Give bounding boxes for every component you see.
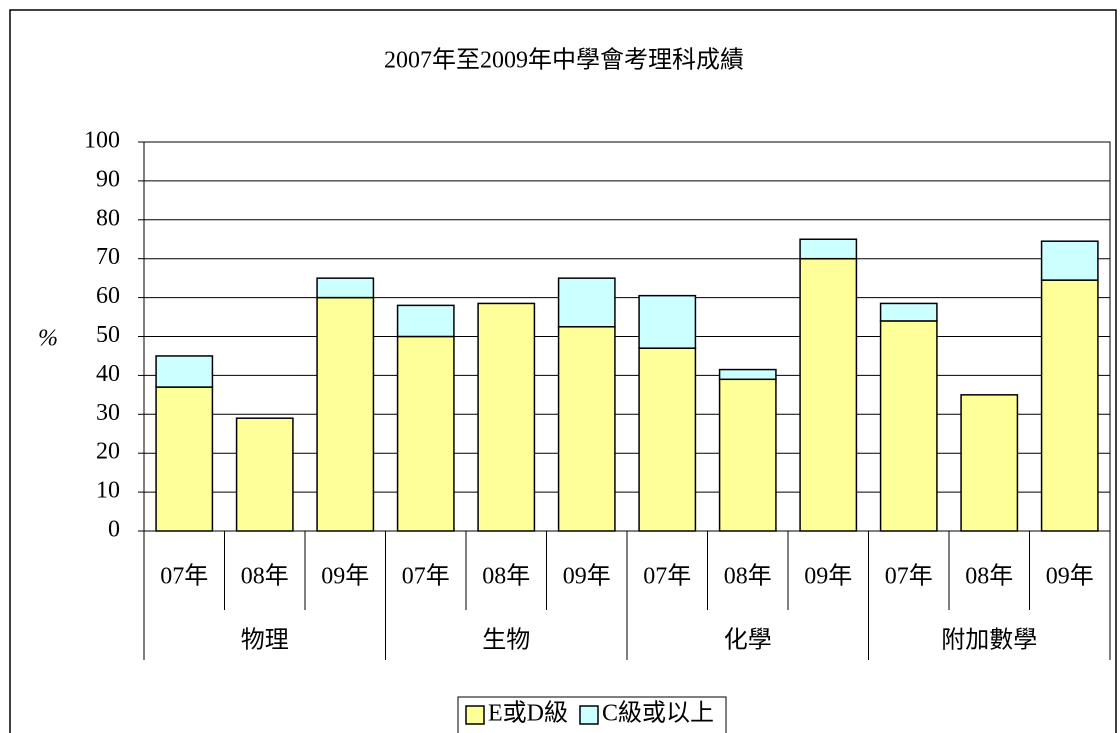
y-tick-label: 10 xyxy=(96,478,120,504)
bar-segment xyxy=(879,302,938,322)
y-tick-label: 90 xyxy=(96,166,120,192)
x-tick-label: 09年 xyxy=(321,563,369,590)
bar-segment xyxy=(155,355,214,388)
bar-segment xyxy=(557,277,616,328)
x-tick-label: 09年 xyxy=(804,563,852,590)
bar-segment xyxy=(155,386,214,532)
bar-segment xyxy=(718,378,777,532)
y-tick-label: 80 xyxy=(96,205,120,231)
y-tick-label: 50 xyxy=(96,322,120,348)
bar-segment xyxy=(316,296,375,532)
x-tick-label: 09年 xyxy=(563,563,611,590)
bar-segment xyxy=(316,277,375,299)
bar-segment xyxy=(799,238,858,260)
x-tick-label: 07年 xyxy=(402,563,450,590)
bar-segment xyxy=(638,294,697,349)
bar-segment xyxy=(396,335,455,532)
x-tick-label: 08年 xyxy=(724,563,772,590)
group-label: 附加數學 xyxy=(941,627,1037,654)
group-label: 化學 xyxy=(724,627,772,654)
y-tick-label: 70 xyxy=(96,244,120,270)
bar-segment xyxy=(477,302,536,532)
x-tick-label: 09年 xyxy=(1046,563,1094,590)
x-tick-label: 08年 xyxy=(482,563,530,590)
bar-segment xyxy=(879,320,938,532)
y-tick-label: 60 xyxy=(96,283,120,309)
bar-segment xyxy=(1040,240,1099,281)
bar-segment xyxy=(718,368,777,381)
x-tick-label: 07年 xyxy=(643,563,691,590)
bar-segment xyxy=(1040,279,1099,532)
x-tick-label: 07年 xyxy=(160,563,208,590)
x-tick-label: 08年 xyxy=(241,563,289,590)
bar-segment xyxy=(799,257,858,532)
y-tick-label: 40 xyxy=(96,361,120,387)
legend-label: E或D級 xyxy=(488,700,568,727)
legend-label: C級或以上 xyxy=(602,700,714,727)
x-tick-label: 08年 xyxy=(965,563,1013,590)
bar-segment xyxy=(638,347,697,532)
bar-segment xyxy=(960,394,1019,532)
y-tick-label: 30 xyxy=(96,400,120,426)
bar-segment xyxy=(235,417,294,532)
legend-swatch xyxy=(465,705,485,725)
group-label: 物理 xyxy=(241,627,289,654)
x-tick-label: 07年 xyxy=(885,563,933,590)
bar-segment xyxy=(557,326,616,532)
y-tick-label: 20 xyxy=(96,439,120,465)
group-label: 生物 xyxy=(482,627,530,654)
y-tick-label: 0 xyxy=(108,517,120,543)
y-tick-label: 100 xyxy=(84,128,120,154)
y-axis-label: % xyxy=(38,326,58,352)
bar-segment xyxy=(396,304,455,338)
legend-swatch xyxy=(579,705,599,725)
chart-title: 2007年至2009年中學會考理科成績 xyxy=(384,47,744,74)
